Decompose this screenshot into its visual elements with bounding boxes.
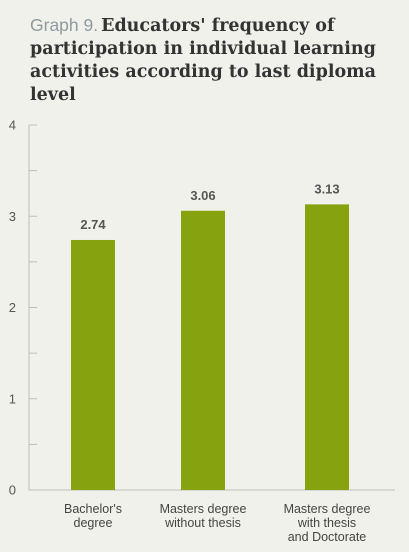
y-tick-label-3: 3	[9, 209, 16, 224]
y-tick-label-1: 1	[9, 391, 16, 406]
category-label-0-line-1: degree	[74, 516, 113, 530]
chart-title-prefix: Graph 9.	[30, 15, 99, 35]
category-label-2-line-2: and Doctorate	[288, 530, 367, 544]
chart-title: Graph 9. Educators' frequency of particip…	[30, 14, 390, 107]
bar-0	[71, 239, 115, 490]
category-label-1-line-1: without thesis	[164, 516, 241, 530]
category-label-2: Masters degree with thesis and Doctorate	[284, 502, 371, 544]
category-label-2-line-0: Masters degree	[284, 502, 371, 516]
data-label-2: 3.13	[314, 181, 339, 196]
chart-title-text: Educators' frequency of participation in…	[30, 16, 376, 105]
category-label-2-line-1: with thesis	[297, 516, 356, 530]
category-label-1-line-0: Masters degree	[160, 502, 247, 516]
y-tick-label-4: 4	[9, 118, 16, 133]
data-label-0: 2.74	[80, 217, 106, 232]
bar-2	[305, 204, 349, 490]
category-label-1: Masters degree without thesis	[160, 502, 247, 530]
y-tick-label-2: 2	[9, 300, 16, 315]
bar-1	[181, 210, 225, 490]
y-tick-label-0: 0	[9, 483, 16, 498]
data-label-1: 3.06	[190, 188, 215, 203]
category-label-0: Bachelor's degree	[64, 502, 122, 530]
category-label-0-line-0: Bachelor's	[64, 502, 122, 516]
